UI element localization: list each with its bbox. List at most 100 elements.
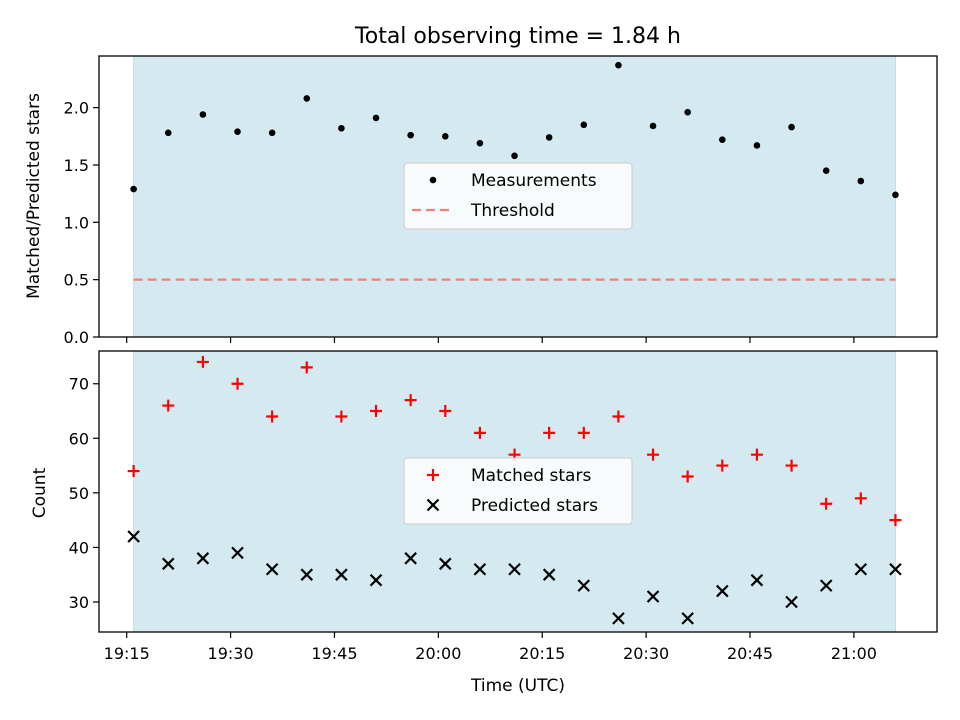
x-tick-label: 20:30: [623, 644, 669, 663]
legend: Measurements Threshold: [403, 162, 633, 230]
x-tick-label: 20:15: [519, 644, 565, 663]
matched-stars-point: [439, 405, 452, 418]
y-tick-label: 1.0: [64, 213, 89, 232]
measurement-point: [753, 142, 761, 149]
predicted-stars-point: [750, 573, 764, 587]
chart-title: Total observing time = 1.84 h: [354, 24, 681, 49]
predicted-stars-point: [196, 552, 210, 565]
measurement-point: [441, 132, 449, 140]
predicted-stars-point: [508, 562, 521, 576]
measurement-point: [511, 152, 518, 160]
measurement-point: [649, 122, 657, 130]
measurement-point: [407, 131, 414, 139]
x-axis-label: Time (UTC): [470, 676, 565, 696]
predicted-stars-point: [404, 552, 417, 565]
predicted-stars-point: [646, 590, 660, 603]
predicted-stars-point: [577, 579, 591, 592]
matched-stars-point: [785, 459, 798, 472]
matched-stars-point: [404, 394, 417, 407]
x-tick-label: 19:15: [104, 644, 150, 663]
y-tick-label: 1.5: [64, 156, 89, 175]
matched-stars-point: [335, 410, 348, 423]
x-tick-label: 20:00: [415, 644, 461, 663]
predicted-stars-point: [889, 562, 902, 576]
predicted-stars-point: [127, 530, 140, 543]
measurement-point: [476, 139, 484, 147]
x-tick-label: 19:45: [311, 644, 357, 663]
measurement-point: [303, 95, 311, 102]
matched-stars-point: [750, 448, 763, 461]
measurement-point: [615, 61, 622, 69]
measurement-point: [199, 111, 207, 118]
predicted-stars-point: [612, 612, 625, 625]
y-tick-label: 0.0: [64, 328, 89, 347]
predicted-stars-point: [681, 612, 694, 625]
measurement-point: [130, 185, 137, 193]
matched-stars-point: [162, 399, 175, 412]
predicted-stars-point: [819, 579, 833, 592]
matched-stars-point: [681, 470, 694, 483]
matched-stars-point: [196, 355, 209, 368]
measurement-point: [164, 129, 172, 137]
y-tick-label: 60: [69, 429, 89, 448]
predicted-stars-point: [716, 584, 729, 598]
measurement-point: [338, 124, 345, 132]
measurement-point: [788, 123, 795, 131]
measurement-point: [684, 108, 691, 116]
measurement-point: [580, 121, 588, 129]
measurement-point: [545, 134, 553, 141]
legend-marker: [429, 176, 437, 184]
legend-marker: [427, 469, 439, 481]
bottom-y-axis-label: Count: [30, 467, 50, 518]
legend-label: Predicted stars: [471, 496, 598, 516]
predicted-stars-point: [265, 562, 279, 576]
y-tick-label: 2.0: [64, 99, 89, 118]
matched-stars-point: [300, 361, 313, 374]
measurement-point: [892, 191, 899, 199]
x-tick-label: 21:00: [831, 644, 877, 663]
measurement-point: [822, 167, 830, 174]
axes-frame: [98, 55, 938, 338]
predicted-stars-point: [335, 568, 348, 581]
matched-stars-point: [266, 410, 279, 423]
predicted-stars-point: [369, 573, 383, 587]
matched-stars-point: [820, 497, 833, 510]
predicted-stars-point: [300, 568, 314, 581]
matched-stars-point: [231, 377, 244, 390]
count-panel: 30 40 50 60 70 19:15 19:30 19:45 20:00 20:15 20:30…: [69, 350, 938, 663]
measurement-point: [372, 114, 380, 122]
legend-label: Threshold: [470, 201, 555, 221]
matched-stars-point: [647, 448, 660, 461]
axes-frame: [98, 350, 938, 633]
y-tick-label: 50: [69, 484, 89, 503]
matched-stars-point: [127, 465, 140, 478]
matched-stars-point: [716, 459, 729, 472]
predicted-stars-point: [542, 568, 556, 581]
matched-stars-point: [577, 426, 590, 439]
matched-stars-point: [473, 426, 486, 439]
top-y-axis-label: Matched/Predicted stars: [24, 93, 44, 299]
legend-marker: [426, 498, 440, 512]
y-tick-label: 40: [69, 538, 89, 557]
y-tick-label: 0.5: [64, 271, 89, 290]
measurement-point: [857, 177, 865, 185]
legend: Matched stars Predicted stars: [403, 457, 633, 525]
matched-stars-point: [854, 492, 867, 505]
x-tick-label: 19:30: [208, 644, 254, 663]
ratio-panel: 0.0 0.5 1.0 1.5 2.0 Measurements Threshold: [64, 55, 938, 347]
predicted-stars-point: [785, 595, 798, 609]
measurement-point: [719, 136, 726, 144]
matched-stars-point: [889, 514, 902, 527]
predicted-stars-point: [161, 557, 175, 571]
matched-stars-point: [370, 405, 383, 418]
legend-box: [403, 162, 633, 230]
predicted-stars-point: [439, 557, 452, 571]
legend-box: [403, 457, 633, 525]
predicted-stars-point: [231, 546, 244, 560]
legend-label: Measurements: [471, 171, 597, 191]
measurement-point: [234, 128, 241, 135]
x-tick-label: 20:45: [727, 644, 773, 663]
y-tick-label: 30: [69, 593, 89, 612]
y-tick-label: 70: [69, 375, 89, 394]
